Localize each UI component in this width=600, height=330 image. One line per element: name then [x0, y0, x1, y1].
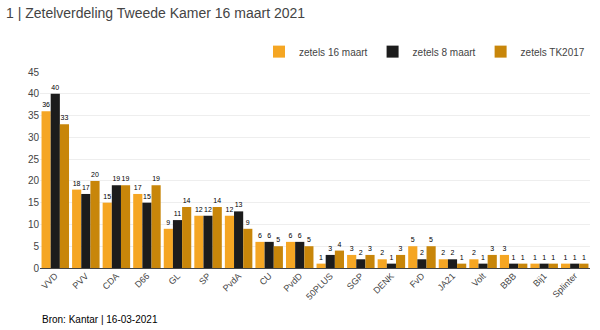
- svg-text:40: 40: [28, 88, 40, 99]
- svg-text:6: 6: [298, 232, 302, 239]
- svg-text:20: 20: [28, 175, 40, 186]
- svg-text:3: 3: [328, 245, 332, 252]
- svg-text:12: 12: [204, 206, 212, 213]
- svg-text:3: 3: [490, 245, 494, 252]
- svg-text:2: 2: [420, 249, 424, 256]
- svg-text:1: 1: [582, 254, 586, 261]
- svg-text:FvD: FvD: [408, 271, 427, 290]
- svg-text:Bron: Kantar | 16-03-2021: Bron: Kantar | 16-03-2021: [42, 314, 158, 325]
- svg-text:11: 11: [174, 210, 181, 217]
- svg-text:5: 5: [276, 236, 280, 243]
- svg-text:3: 3: [399, 245, 403, 252]
- svg-text:Splinter: Splinter: [551, 271, 580, 300]
- svg-text:19: 19: [112, 175, 120, 182]
- svg-text:2: 2: [472, 249, 476, 256]
- svg-text:3: 3: [502, 245, 506, 252]
- svg-text:GL: GL: [167, 271, 183, 287]
- svg-text:SGP: SGP: [345, 271, 366, 292]
- svg-text:9: 9: [166, 219, 170, 226]
- svg-text:5: 5: [429, 236, 433, 243]
- svg-text:1: 1: [460, 254, 464, 261]
- svg-text:1 | Zetelverdeling Tweede Kame: 1 | Zetelverdeling Tweede Kamer 16 maart…: [6, 5, 305, 21]
- svg-text:5: 5: [33, 241, 39, 252]
- svg-text:1: 1: [521, 254, 525, 261]
- svg-text:1: 1: [512, 254, 516, 261]
- svg-text:PVV: PVV: [71, 271, 91, 291]
- svg-text:40: 40: [51, 84, 59, 91]
- svg-text:1: 1: [542, 254, 546, 261]
- svg-text:SP: SP: [197, 271, 213, 287]
- svg-text:9: 9: [246, 219, 250, 226]
- svg-text:25: 25: [28, 154, 40, 165]
- svg-text:Volt: Volt: [470, 271, 488, 289]
- svg-text:1: 1: [573, 254, 577, 261]
- svg-text:10: 10: [28, 219, 40, 230]
- svg-text:30: 30: [28, 132, 40, 143]
- svg-text:0: 0: [33, 263, 39, 274]
- svg-text:2: 2: [359, 249, 363, 256]
- svg-text:Bij1: Bij1: [531, 271, 549, 289]
- svg-text:JA21: JA21: [436, 271, 458, 293]
- svg-text:14: 14: [213, 197, 221, 204]
- svg-text:1: 1: [533, 254, 537, 261]
- svg-text:50PLUS: 50PLUS: [304, 271, 335, 302]
- svg-text:BBB: BBB: [498, 271, 518, 291]
- svg-text:17: 17: [134, 184, 142, 191]
- svg-text:5: 5: [411, 236, 415, 243]
- svg-text:3: 3: [368, 245, 372, 252]
- svg-text:2: 2: [441, 249, 445, 256]
- svg-text:6: 6: [289, 232, 293, 239]
- svg-text:15: 15: [28, 197, 40, 208]
- svg-text:15: 15: [143, 193, 151, 200]
- svg-text:4: 4: [337, 241, 341, 248]
- svg-text:CU: CU: [258, 271, 274, 287]
- svg-text:17: 17: [82, 184, 90, 191]
- svg-text:6: 6: [258, 232, 262, 239]
- svg-text:1: 1: [389, 254, 393, 261]
- svg-text:12: 12: [225, 206, 233, 213]
- svg-text:CDA: CDA: [100, 271, 121, 292]
- svg-text:5: 5: [307, 236, 311, 243]
- svg-text:PvdD: PvdD: [282, 271, 305, 294]
- svg-text:33: 33: [60, 114, 68, 121]
- svg-text:PvdA: PvdA: [221, 271, 243, 293]
- svg-text:35: 35: [28, 110, 40, 121]
- svg-text:zetels TK2017: zetels TK2017: [521, 47, 585, 58]
- svg-text:36: 36: [42, 101, 50, 108]
- svg-text:13: 13: [235, 201, 243, 208]
- svg-text:20: 20: [91, 171, 99, 178]
- svg-text:zetels 8 maart: zetels 8 maart: [413, 47, 476, 58]
- svg-text:3: 3: [350, 245, 354, 252]
- svg-text:1: 1: [551, 254, 555, 261]
- svg-text:VVD: VVD: [40, 271, 61, 292]
- svg-text:19: 19: [152, 175, 160, 182]
- svg-text:19: 19: [122, 175, 130, 182]
- svg-text:2: 2: [451, 249, 455, 256]
- svg-text:12: 12: [195, 206, 203, 213]
- svg-text:18: 18: [73, 180, 81, 187]
- svg-text:1: 1: [319, 254, 323, 261]
- svg-text:DENK: DENK: [371, 271, 396, 296]
- svg-text:2: 2: [380, 249, 384, 256]
- svg-text:6: 6: [267, 232, 271, 239]
- svg-text:15: 15: [103, 193, 111, 200]
- svg-text:1: 1: [481, 254, 485, 261]
- svg-text:45: 45: [28, 67, 40, 78]
- svg-text:1: 1: [564, 254, 568, 261]
- svg-text:14: 14: [183, 197, 191, 204]
- svg-text:zetels 16 maart: zetels 16 maart: [299, 47, 368, 58]
- svg-text:D66: D66: [133, 271, 152, 290]
